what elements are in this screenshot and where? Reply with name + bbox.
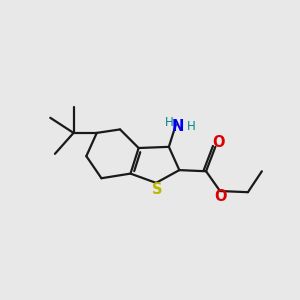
Text: O: O: [214, 189, 227, 204]
Text: H: H: [187, 120, 195, 133]
Text: S: S: [152, 182, 163, 197]
Text: O: O: [213, 135, 225, 150]
Text: N: N: [172, 119, 184, 134]
Text: H: H: [164, 116, 173, 129]
